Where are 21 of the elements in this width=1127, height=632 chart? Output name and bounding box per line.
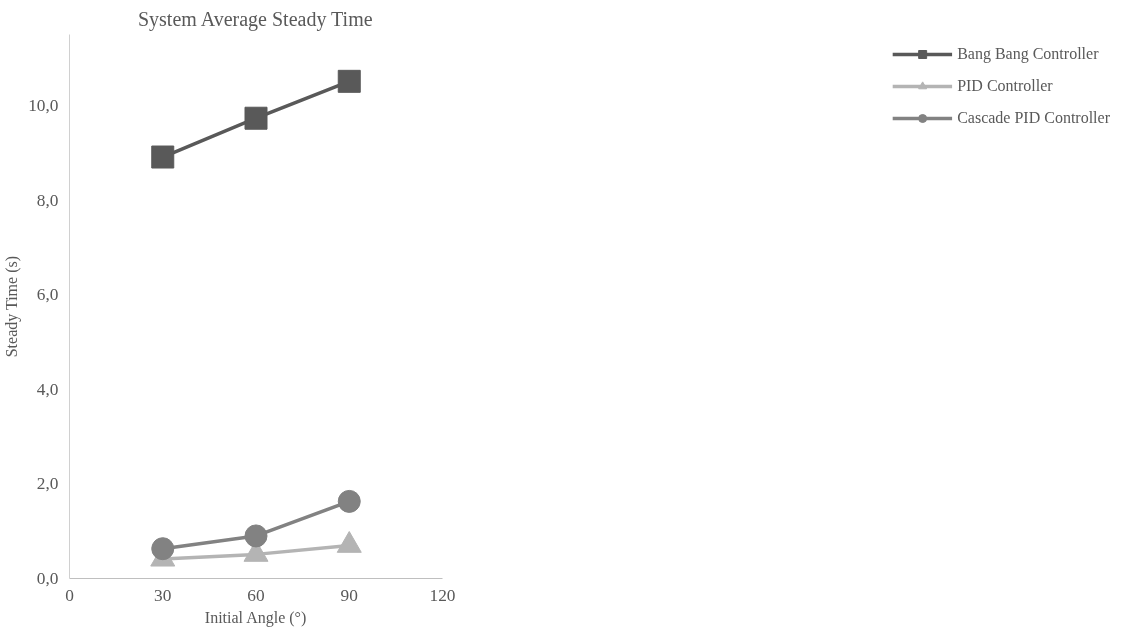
x-axis-title: Initial Angle (°): [204, 608, 307, 627]
y-tick-label: 8,0: [36, 190, 59, 210]
y-tick-label: 2,0: [36, 474, 59, 494]
x-tick-label: 60: [247, 585, 265, 605]
point: [244, 106, 268, 130]
x-tick-label: 30: [154, 585, 172, 605]
y-tick-label: 6,0: [36, 285, 59, 305]
legend-label: PID Controller: [957, 77, 1053, 95]
y-axis-title: Steady Time (s): [3, 255, 22, 358]
point: [336, 531, 362, 553]
x-tick-label: 90: [340, 585, 358, 605]
legend-label: Cascade PID Controller: [957, 109, 1110, 127]
point: [337, 69, 361, 93]
x-tick-label: 0: [65, 585, 74, 605]
legend-label: Bang Bang Controller: [957, 45, 1099, 63]
y-tick-label: 10,0: [28, 95, 59, 115]
chart-title: System Average Steady Time: [137, 7, 373, 31]
y-tick-label: 4,0: [36, 379, 59, 399]
x-tick-label: 120: [429, 585, 456, 605]
point: [151, 145, 175, 169]
y-tick-label: 0,0: [36, 569, 59, 588]
